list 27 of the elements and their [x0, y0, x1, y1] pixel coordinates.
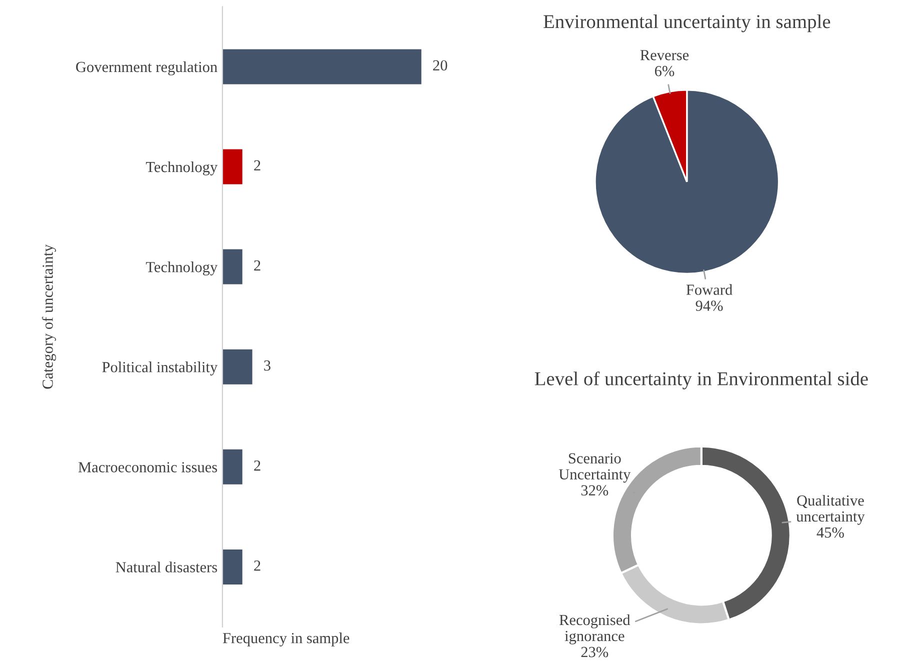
- data-label: 23%: [581, 646, 608, 658]
- data-label: 2: [254, 260, 260, 270]
- data-label: 20: [433, 60, 448, 71]
- chart-title: Level of uncertainty in Environmental side: [534, 371, 868, 390]
- slice-label: Recognised ignorance: [559, 614, 630, 644]
- y-tick-label: Macroeconomic issues: [78, 462, 218, 472]
- data-label: 45%: [816, 527, 844, 538]
- y-tick-label: Technology: [146, 262, 218, 276]
- data-label: 2: [254, 560, 260, 571]
- chart-title: Environmental uncertainty in sample: [544, 14, 830, 32]
- data-label: 94%: [696, 300, 723, 311]
- y-tick-label: Natural disasters: [116, 562, 218, 572]
- data-label: 3: [264, 360, 270, 371]
- y-tick-label: Political instability: [102, 362, 218, 376]
- slice-label: Scenario Uncertainty: [558, 453, 631, 483]
- data-label: 6%: [654, 66, 674, 76]
- slice-label: Foward: [686, 284, 732, 295]
- data-label: 32%: [581, 485, 608, 496]
- data-label: 2: [254, 460, 260, 471]
- y-tick-label: Government regulation: [76, 61, 218, 76]
- x-axis-title: Frequency in sample: [222, 632, 350, 646]
- y-axis-title: Category of uncertainty: [42, 244, 56, 389]
- data-label: 2: [254, 160, 260, 170]
- slice-label: Qualitative uncertainty: [796, 494, 865, 525]
- slice-label: Reverse: [640, 50, 689, 60]
- pie-slice: [594, 89, 780, 274]
- y-tick-label: Technology: [146, 161, 218, 176]
